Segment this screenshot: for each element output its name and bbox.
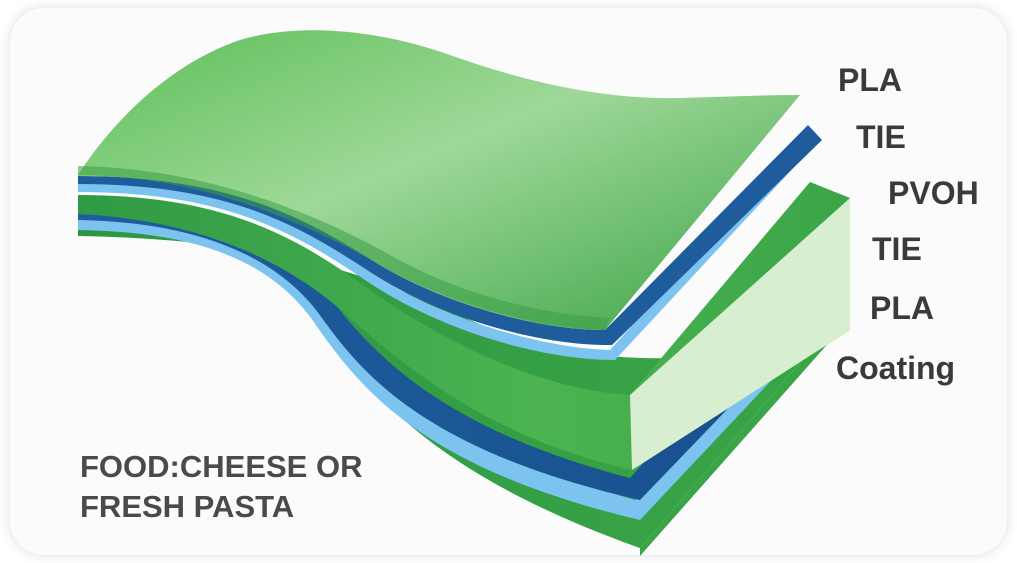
top-pla-shade <box>78 166 610 330</box>
label-tie-lower: TIE <box>872 231 922 267</box>
label-pla-lower: PLA <box>870 290 934 326</box>
coating-edge-highlight <box>640 322 840 556</box>
label-coating: Coating <box>836 350 956 386</box>
upper-tie-layer <box>78 125 822 346</box>
label-pla-top: PLA <box>838 62 902 98</box>
food-label-line2: FRESH PASTA <box>80 489 295 525</box>
label-pvoh: PVOH <box>888 175 979 211</box>
top-pla-layer <box>78 30 800 331</box>
food-label-line1: FOOD:CHEESE OR <box>80 449 363 484</box>
label-tie-upper: TIE <box>856 119 906 155</box>
upper-tie-light-stripe <box>78 140 810 360</box>
food-label: FOOD:CHEESE OR FRESH PASTA <box>80 447 362 528</box>
pvoh-edge <box>630 198 850 470</box>
